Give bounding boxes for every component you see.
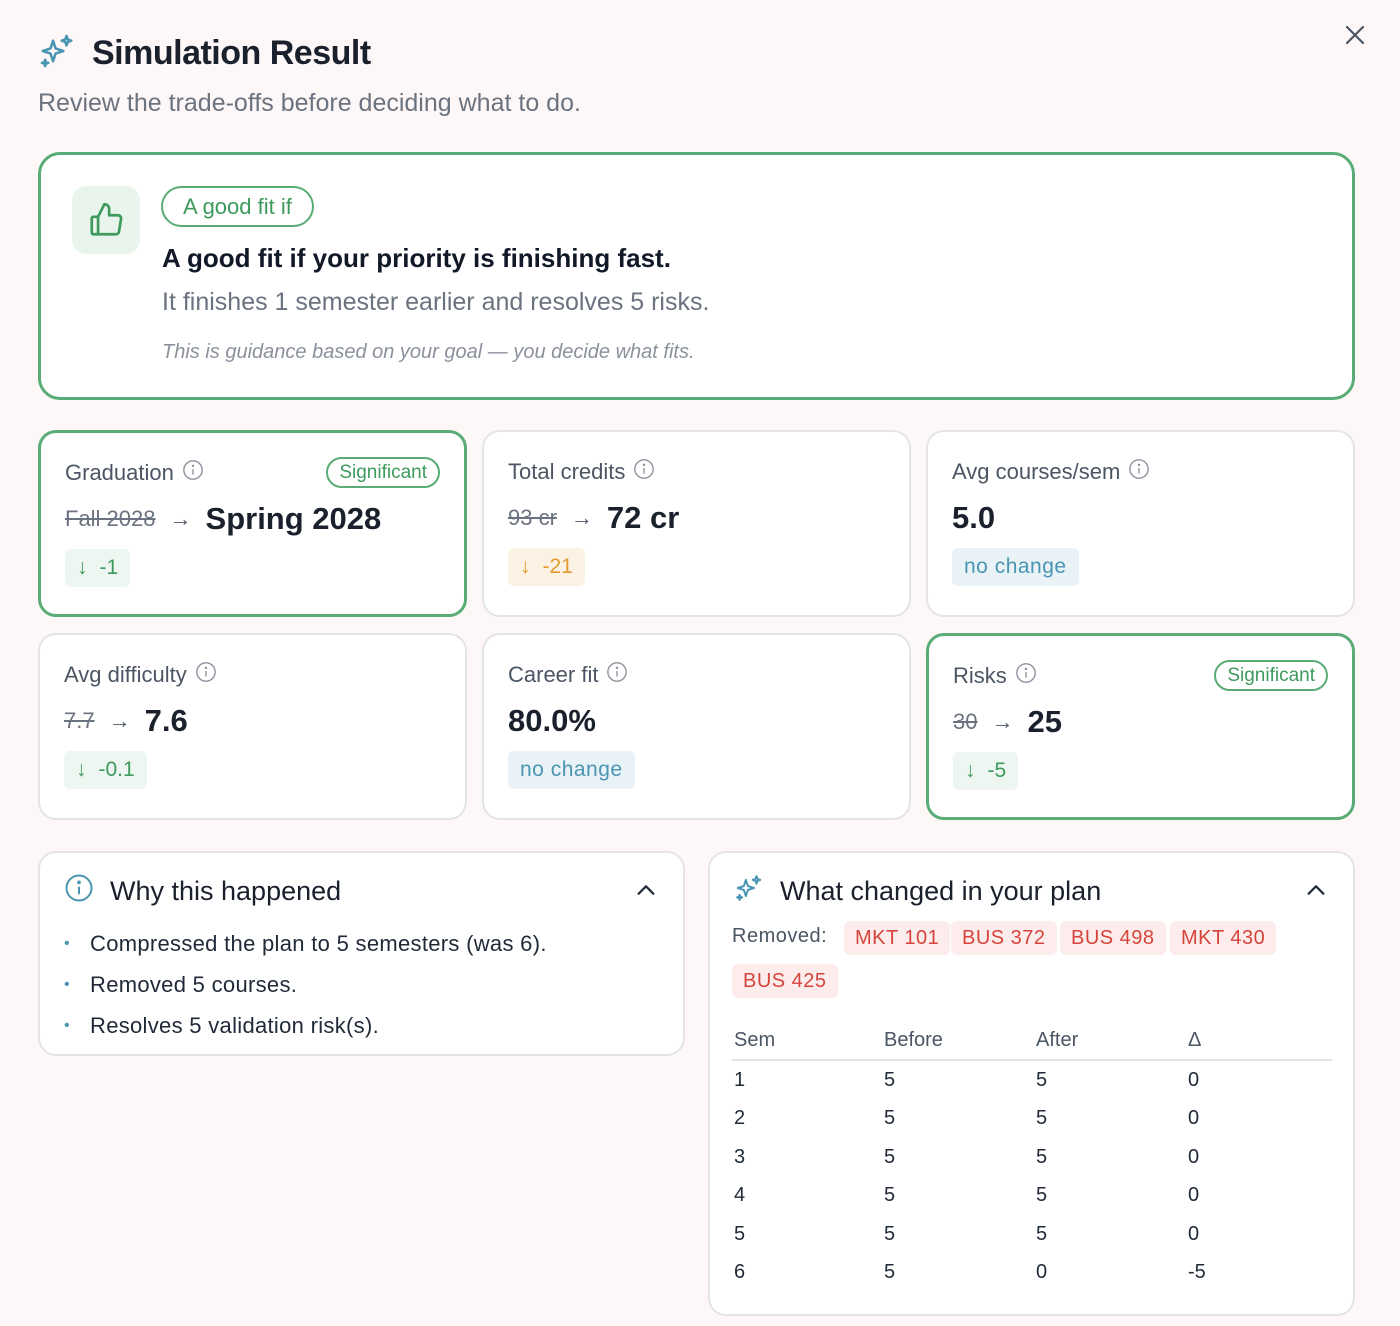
old-value: 7.7 (64, 708, 95, 733)
new-value: Spring 2028 (205, 501, 382, 536)
removed-label: Removed: (732, 925, 828, 947)
changes-panel: What changed in your plan Removed: MKT 1… (708, 851, 1355, 1316)
metric-card-total-credits: Total credits 93 cr → 72 cr ↓ -21 (482, 430, 911, 617)
metric-label: Avg courses/sem (952, 459, 1121, 484)
old-value: 93 cr (508, 505, 557, 530)
metric-label: Career fit (508, 662, 599, 687)
metric-card-graduation: Graduation Significant Fall 2028 → Sprin… (38, 430, 467, 617)
metric-label: Total credits (508, 459, 626, 484)
metric-card-avg-difficulty: Avg difficulty 7.7 → 7.6 ↓ -0.1 (38, 633, 467, 820)
arrow-down-icon: ↓ (76, 758, 87, 781)
info-icon[interactable] (1015, 662, 1037, 690)
info-icon[interactable] (195, 661, 217, 689)
panel-title: Why this happened (110, 876, 342, 906)
removed-course-chip: BUS 425 (732, 964, 838, 998)
arrow-down-icon: ↓ (965, 759, 976, 782)
metric-card-avg-courses: Avg courses/sem 5.0 no change (926, 430, 1355, 617)
info-icon[interactable] (182, 459, 204, 487)
page-title: Simulation Result (92, 34, 371, 72)
info-icon[interactable] (633, 458, 655, 486)
metric-label: Risks (953, 663, 1007, 688)
significant-badge: Significant (1214, 660, 1328, 691)
info-icon[interactable] (1128, 458, 1150, 486)
delta-value: -21 (542, 555, 573, 578)
new-value: 7.6 (144, 703, 188, 738)
arrow-right-icon: → (108, 708, 131, 733)
new-value: 25 (1027, 704, 1062, 739)
old-value: 30 (953, 709, 978, 734)
arrow-right-icon: → (991, 709, 1014, 734)
removed-course-chip: MKT 101 (844, 921, 951, 955)
delta-value: -0.1 (98, 758, 135, 781)
removed-course-chip: BUS 372 (951, 921, 1057, 955)
arrow-right-icon: → (570, 505, 593, 530)
close-button[interactable] (1336, 18, 1374, 56)
fit-detail: It finishes 1 semester earlier and resol… (162, 288, 710, 316)
new-value: 80.0% (508, 703, 596, 738)
delta-value: -5 (987, 759, 1007, 782)
old-value: Fall 2028 (65, 506, 156, 531)
arrow-right-icon: → (169, 506, 192, 531)
new-value: 5.0 (952, 500, 996, 535)
delta-badge: ↓ -5 (953, 752, 1019, 790)
metric-label: Avg difficulty (64, 662, 187, 687)
sparkle-icon (38, 32, 76, 75)
recommendation-card: A good fit if A good fit if your priorit… (38, 152, 1355, 400)
thumbs-up-icon (72, 186, 140, 254)
chevron-up-icon[interactable] (1305, 879, 1327, 906)
fit-headline: A good fit if your priority is finishing… (162, 243, 671, 273)
delta-badge: ↓ -21 (508, 548, 585, 586)
new-value: 72 cr (606, 500, 680, 535)
close-icon (1343, 23, 1367, 52)
header: Simulation Result Review the trade-offs … (38, 32, 581, 118)
delta-badge: ↓ -1 (65, 549, 131, 587)
page-subtitle: Review the trade-offs before deciding wh… (38, 89, 581, 117)
arrow-down-icon: ↓ (520, 555, 531, 578)
list-item: • Removed 5 courses. (64, 971, 298, 997)
info-icon (64, 873, 94, 910)
arrow-down-icon: ↓ (77, 556, 88, 579)
delta-badge: ↓ -0.1 (64, 751, 147, 789)
removed-course-chip: MKT 430 (1170, 921, 1277, 955)
list-item: • Compressed the plan to 5 semesters (was… (64, 930, 547, 956)
info-icon[interactable] (606, 661, 628, 689)
significant-badge: Significant (326, 457, 440, 488)
metric-card-career-fit: Career fit 80.0% no change (482, 633, 911, 820)
fit-note: This is guidance based on your goal — yo… (162, 341, 695, 363)
chevron-up-icon[interactable] (635, 879, 657, 906)
list-item: • Resolves 5 validation risk(s). (64, 1012, 379, 1038)
why-panel: Why this happened • Compressed the plan t… (38, 851, 685, 1056)
removed-course-chip: BUS 498 (1060, 921, 1166, 955)
metric-card-risks: Risks Significant 30 → 25 ↓ -5 (926, 633, 1355, 820)
reason-list: • Compressed the plan to 5 semesters (was… (64, 923, 547, 1046)
fit-badge: A good fit if (161, 186, 314, 227)
delta-value: -1 (99, 556, 119, 579)
delta-badge: no change (952, 548, 1079, 586)
delta-badge: no change (508, 751, 635, 789)
table-row: 6 5 0 -5 (734, 1261, 1206, 1284)
table-header: Sem Before After Δ (732, 1021, 1332, 1061)
metric-label: Graduation (65, 460, 174, 485)
sparkle-icon (734, 873, 764, 910)
panel-title: What changed in your plan (780, 876, 1102, 906)
